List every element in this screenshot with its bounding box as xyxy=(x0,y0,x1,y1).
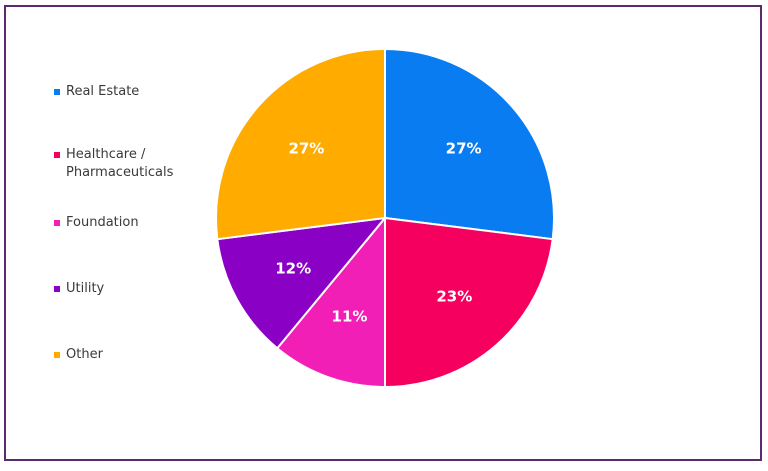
pie-chart: 27% 23% 11% 12% 27% xyxy=(215,47,555,389)
pie-label-real-estate: 27% xyxy=(446,140,482,158)
pie-slice-healthcare xyxy=(384,216,554,389)
legend-item-healthcare: Healthcare / Pharmaceuticals xyxy=(54,146,173,182)
pie-slice-other xyxy=(215,47,386,241)
legend-swatch-foundation xyxy=(54,220,60,226)
pie-slices xyxy=(215,47,555,389)
legend-label-foundation: Foundation xyxy=(66,215,139,230)
pie-label-healthcare: 23% xyxy=(436,288,472,306)
legend-label-real-estate: Real Estate xyxy=(66,84,140,99)
legend-item-real-estate: Real Estate xyxy=(54,83,139,101)
legend-swatch-healthcare xyxy=(54,152,60,158)
pie-label-utility: 12% xyxy=(275,259,311,277)
legend-item-utility: Utility xyxy=(54,280,104,298)
pie-slice-real-estate xyxy=(384,47,555,241)
legend-swatch-other xyxy=(54,352,60,358)
pie-slice-utility xyxy=(216,216,388,350)
legend-item-other: Other xyxy=(54,346,103,364)
pie-label-foundation: 11% xyxy=(332,308,368,326)
legend-label-healthcare: Healthcare / Pharmaceuticals xyxy=(66,147,174,180)
chart-frame: Real Estate Healthcare / Pharmaceuticals… xyxy=(4,5,762,461)
pie-label-other: 27% xyxy=(288,140,324,158)
legend-swatch-utility xyxy=(54,286,60,292)
legend-label-utility: Utility xyxy=(66,281,105,296)
legend-swatch-real-estate xyxy=(54,89,60,95)
pie-slice-labels: 27% 23% 11% 12% 27% xyxy=(275,140,481,326)
legend-label-other: Other xyxy=(66,347,103,362)
legend-item-foundation: Foundation xyxy=(54,214,139,232)
pie-slice-foundation xyxy=(275,215,386,389)
chart-legend: Real Estate Healthcare / Pharmaceuticals… xyxy=(54,7,214,459)
